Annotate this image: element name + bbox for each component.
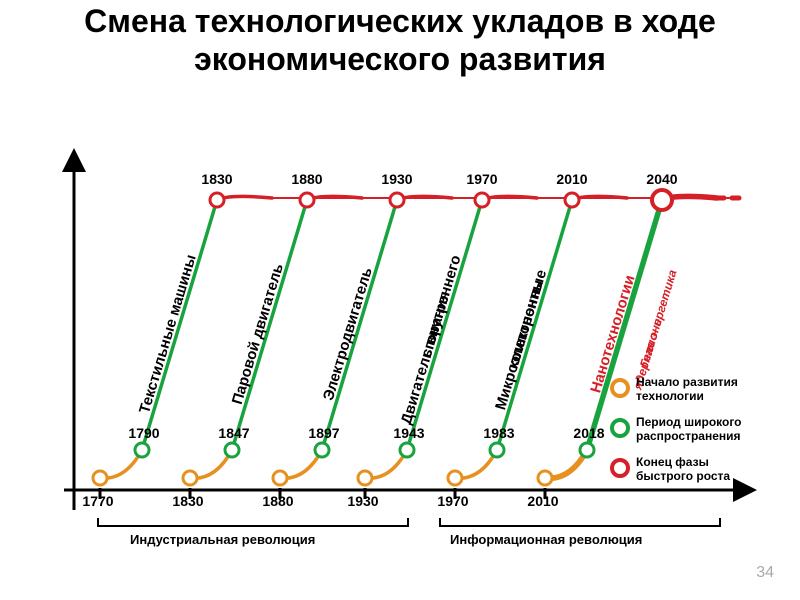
diagram-svg: 1770 1790 1830 Текстильные машины 1830 1847 18…: [0, 0, 800, 600]
legend-label: распространения: [636, 429, 741, 443]
era-label: Информационная революция: [450, 532, 642, 547]
legend-label: Конец фазы: [636, 455, 709, 469]
year-start: 1830: [172, 493, 203, 509]
legend-label: технологии: [636, 389, 704, 403]
year-end: 1970: [466, 171, 497, 187]
year-start: 1880: [262, 493, 293, 509]
year-end: 1930: [381, 171, 412, 187]
year-start: 1970: [437, 493, 468, 509]
wave-label: Электродвигатель: [320, 266, 376, 403]
era-label: Индустриальная революция: [130, 532, 315, 547]
year-growth: 1983: [483, 425, 514, 441]
year-growth: 1790: [128, 425, 159, 441]
wave-label: Паровой двигатель: [229, 262, 287, 407]
year-growth: 2018: [573, 425, 604, 441]
year-start: 1930: [347, 493, 378, 509]
year-end: 2010: [556, 171, 587, 187]
year-end: 1880: [291, 171, 322, 187]
legend-label: Период широкого: [636, 415, 742, 429]
legend-label: быстрого роста: [636, 469, 730, 483]
year-end: 2040: [646, 171, 677, 187]
wave-label-line2: сгорания: [418, 289, 454, 359]
legend-marker: [612, 380, 628, 396]
legend-label: Начало развития: [636, 375, 738, 389]
wave-label: Текстильные машины: [136, 253, 200, 416]
year-growth: 1847: [218, 425, 249, 441]
legend-marker: [612, 420, 628, 436]
year-growth: 1897: [308, 425, 339, 441]
year-end: 1830: [201, 171, 232, 187]
year-start: 1770: [82, 493, 113, 509]
wave-label: Нанотехнологии: [587, 273, 638, 395]
year-start: 2010: [527, 493, 558, 509]
year-growth: 1943: [393, 425, 424, 441]
legend-marker: [612, 460, 628, 476]
page-number: 34: [756, 564, 774, 582]
